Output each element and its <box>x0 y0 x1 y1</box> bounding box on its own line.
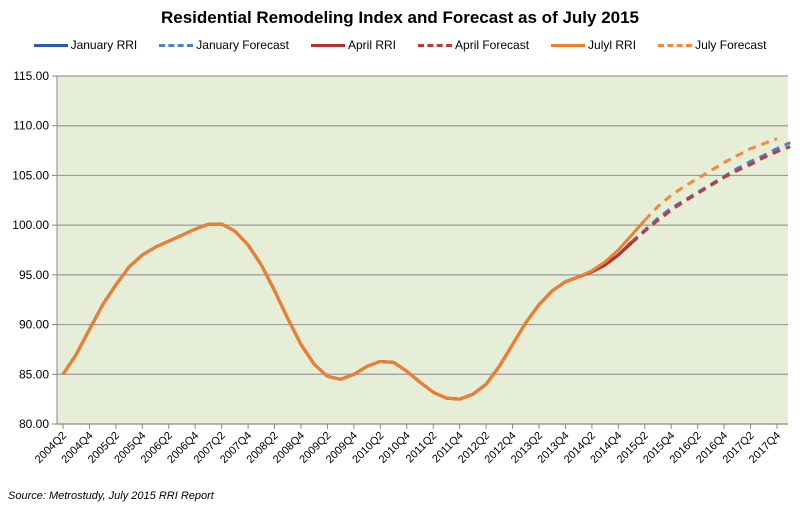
legend-item-january-rri: January RRI <box>33 38 138 52</box>
series-line-julyl-rri <box>61 219 646 401</box>
y-tick-label: 110.00 <box>13 119 49 133</box>
legend: January RRI January Forecast April RRI A… <box>0 38 800 52</box>
source-note: Source: Metrostudy, July 2015 RRI Report <box>8 490 214 502</box>
legend-label: Julyl RRI <box>588 38 637 52</box>
legend-swatch <box>159 43 194 47</box>
legend-swatch <box>311 43 345 47</box>
y-tick-label: 105.00 <box>12 168 49 182</box>
legend-label: January Forecast <box>196 38 289 52</box>
legend-item-april-rri: April RRI <box>311 38 396 52</box>
legend-swatch <box>418 43 453 47</box>
legend-label: April Forecast <box>455 38 530 52</box>
y-tick-label: 95.00 <box>19 268 49 282</box>
y-tick-label: 80.00 <box>19 417 49 431</box>
y-tick-label: 85.00 <box>19 367 49 381</box>
legend-item-july-forecast: July Forecast <box>658 38 766 52</box>
series-line-july-forecast <box>643 137 778 222</box>
chart-title: Residential Remodeling Index and Forecas… <box>160 8 640 27</box>
legend-label: July Forecast <box>695 38 767 52</box>
y-tick-label: 90.00 <box>19 318 49 332</box>
y-tick-label: 100.00 <box>12 218 49 232</box>
legend-swatch <box>33 43 68 47</box>
plot-area <box>57 76 788 424</box>
legend-label: April RRI <box>348 38 397 52</box>
legend-item-july-rri: Julyl RRI <box>551 38 636 52</box>
legend-label: January RRI <box>70 38 138 52</box>
legend-item-january-forecast: January Forecast <box>159 38 289 52</box>
legend-swatch <box>658 43 693 47</box>
y-tick-label: 115.00 <box>13 69 49 83</box>
legend-item-april-forecast: April Forecast <box>418 38 529 52</box>
series-line-april-forecast <box>630 145 791 245</box>
legend-swatch <box>551 43 586 47</box>
